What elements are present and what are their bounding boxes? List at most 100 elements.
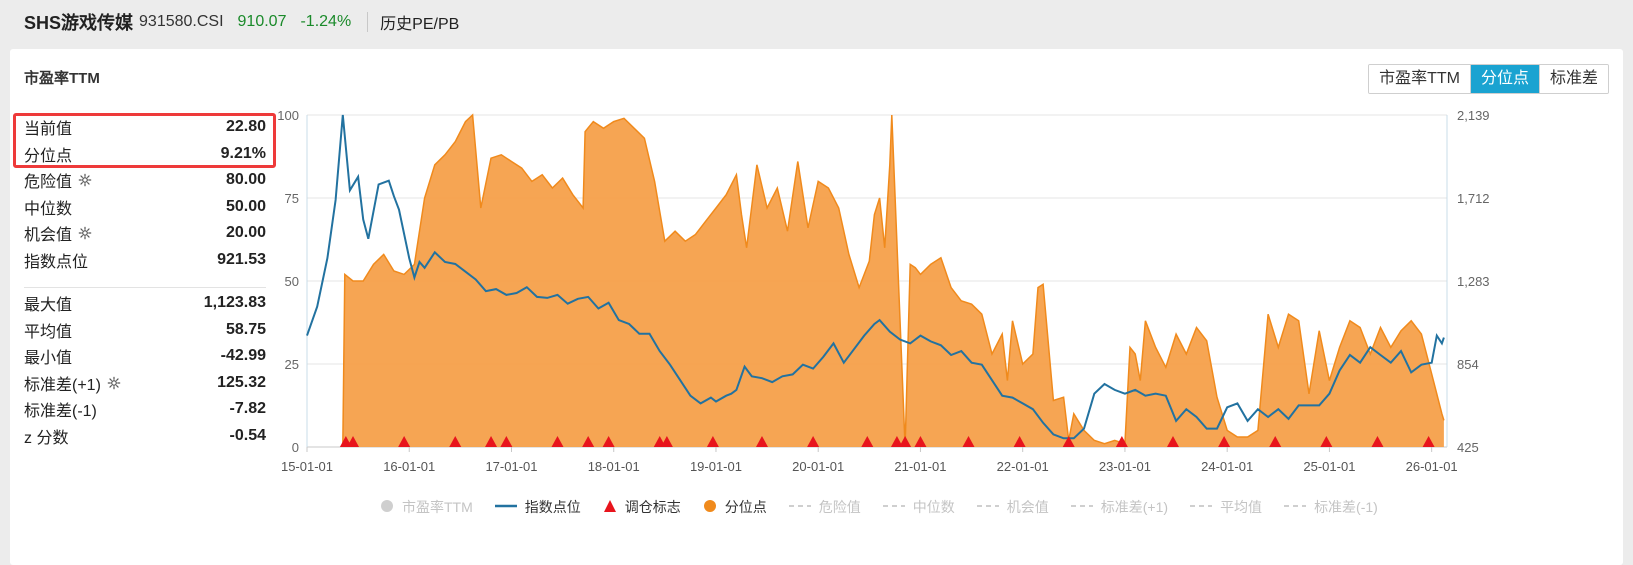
legend-label: 危险值 xyxy=(818,499,861,515)
legend-item[interactable]: 标准差(+1) xyxy=(1070,497,1169,517)
stat-label-text: 标准差(+1) xyxy=(24,376,101,394)
legend-item[interactable]: 市盈率TTM xyxy=(380,497,473,517)
percentile-area xyxy=(342,115,1444,447)
legend-item[interactable]: 机会值 xyxy=(976,497,1049,517)
stat-label-text: 危险值 xyxy=(24,174,73,192)
right-tick-label: 1,712 xyxy=(1457,191,1490,206)
stat-label-text: 最大值 xyxy=(24,297,73,315)
left-tick-label: 50 xyxy=(285,274,299,289)
legend-dash-icon xyxy=(1070,499,1093,516)
legend-item[interactable]: 指数点位 xyxy=(494,497,581,517)
rebalance-marker xyxy=(485,436,498,447)
stat-row: 最大值 1,123.83 xyxy=(24,290,266,317)
highlight-box xyxy=(13,113,276,168)
stat-label-text: 中位数 xyxy=(24,200,73,218)
stat-label: 平均值 xyxy=(24,318,72,342)
index-code: 931580.CSI xyxy=(139,13,224,30)
stat-value: 1,123.83 xyxy=(203,294,266,312)
legend-item[interactable]: 标准差(-1) xyxy=(1284,497,1378,517)
stat-value: 9.21% xyxy=(220,144,266,162)
x-tick-label: 25-01-01 xyxy=(1303,459,1355,474)
rebalance-marker xyxy=(914,436,927,447)
legend-item[interactable]: 分位点 xyxy=(703,497,767,517)
rebalance-marker xyxy=(1062,436,1075,447)
stat-value: 125.32 xyxy=(217,373,266,391)
stat-value: 50.00 xyxy=(225,197,266,215)
stat-label: 中位数 xyxy=(24,195,72,219)
rebalance-marker xyxy=(706,436,719,447)
right-tick-label: 854 xyxy=(1457,357,1479,372)
right-tick-label: 425 xyxy=(1457,440,1479,455)
stat-value: 58.75 xyxy=(225,320,266,338)
stat-label-text: 标准差(-1) xyxy=(24,403,97,421)
legend-label: 标准差(+1) xyxy=(1100,499,1169,515)
header-bar: SHS游戏传媒 931580.CSI 910.07 -1.24% 历史PE/PB xyxy=(0,0,1633,44)
rebalance-marker xyxy=(861,436,874,447)
stat-value: -42.99 xyxy=(220,347,266,365)
mode-stddev-button[interactable]: 标准差 xyxy=(1538,65,1608,93)
x-tick-label: 24-01-01 xyxy=(1201,459,1253,474)
legend-item[interactable]: 调仓标志 xyxy=(603,497,681,517)
index-price: 910.07 xyxy=(237,13,287,30)
legend-label: 平均值 xyxy=(1220,499,1263,515)
rebalance-marker xyxy=(807,436,820,447)
gear-icon[interactable] xyxy=(78,173,92,187)
legend-circle-icon xyxy=(703,499,717,516)
mode-pe-ttm-button[interactable]: 市盈率TTM xyxy=(1369,65,1470,93)
right-tick-label: 1,283 xyxy=(1457,274,1490,289)
percentile-line xyxy=(342,113,1445,448)
stat-row: 指数点位 921.53 xyxy=(24,247,266,274)
legend-item[interactable]: 危险值 xyxy=(788,497,861,517)
rebalance-marker xyxy=(398,436,411,447)
x-tick-label: 16-01-01 xyxy=(383,459,435,474)
panel-title: 市盈率TTM xyxy=(24,70,100,87)
legend-dash-icon xyxy=(882,499,905,516)
stat-row: 机会值 20.00 xyxy=(24,220,266,247)
legend-item[interactable]: 平均值 xyxy=(1190,497,1262,517)
legend-line-icon xyxy=(494,499,517,516)
rebalance-marker xyxy=(1013,436,1026,447)
index-name: SHS游戏传媒 xyxy=(24,13,134,33)
rebalance-marker xyxy=(1320,436,1333,447)
right-tick-label: 2,139 xyxy=(1457,108,1490,123)
stats-bottom-group: 最大值 1,123.83 平均值 58.75 最小值 -42.99 标准差(+1) 125.3… xyxy=(24,290,266,449)
rebalance-marker xyxy=(1115,436,1128,447)
gear-icon[interactable] xyxy=(107,376,121,390)
legend-item[interactable]: 中位数 xyxy=(882,497,955,517)
mode-percentile-button[interactable]: 分位点 xyxy=(1469,65,1539,93)
x-tick-label: 18-01-01 xyxy=(588,459,640,474)
stat-label: 最小值 xyxy=(24,344,72,368)
legend-triangle-icon xyxy=(603,499,617,516)
rebalance-marker xyxy=(1218,436,1231,447)
stat-label: 危险值 xyxy=(24,168,92,192)
legend-label: 分位点 xyxy=(724,499,767,515)
x-tick-label: 17-01-01 xyxy=(485,459,537,474)
history-pe-pb-link[interactable]: 历史PE/PB xyxy=(380,16,460,33)
legend-dash-icon xyxy=(788,499,811,516)
x-tick-label: 15-01-01 xyxy=(281,459,333,474)
rebalance-marker xyxy=(962,436,975,447)
mode-switch: 市盈率TTM 分位点 标准差 xyxy=(1368,64,1609,94)
legend-label: 调仓标志 xyxy=(624,499,681,515)
stat-row: 分位点 9.21% xyxy=(24,141,266,168)
stat-label: 机会值 xyxy=(24,221,92,245)
x-tick-label: 26-01-01 xyxy=(1406,459,1458,474)
stat-label-text: 指数点位 xyxy=(24,253,89,271)
stat-row: 最小值 -42.99 xyxy=(24,343,266,370)
legend-label: 中位数 xyxy=(912,499,955,515)
stat-label: 标准差(+1) xyxy=(24,371,121,395)
header-divider xyxy=(367,12,369,32)
stats-top-group: 当前值 22.80 分位点 9.21% 危险值 80.00 中位数 50.00 机会值 20.00… xyxy=(24,114,266,273)
stat-row: z 分数 -0.54 xyxy=(24,423,266,450)
legend-label: 标准差(-1) xyxy=(1314,499,1378,515)
rebalance-marker xyxy=(1166,436,1179,447)
rebalance-marker xyxy=(1371,436,1384,447)
stat-label: 当前值 xyxy=(24,115,72,139)
index-change: -1.24% xyxy=(300,13,352,30)
stat-value: 921.53 xyxy=(217,250,266,268)
stat-label-text: 分位点 xyxy=(24,147,73,165)
rebalance-marker xyxy=(1269,436,1282,447)
rebalance-marker xyxy=(582,436,595,447)
stat-row: 当前值 22.80 xyxy=(24,114,266,141)
gear-icon[interactable] xyxy=(78,226,92,240)
